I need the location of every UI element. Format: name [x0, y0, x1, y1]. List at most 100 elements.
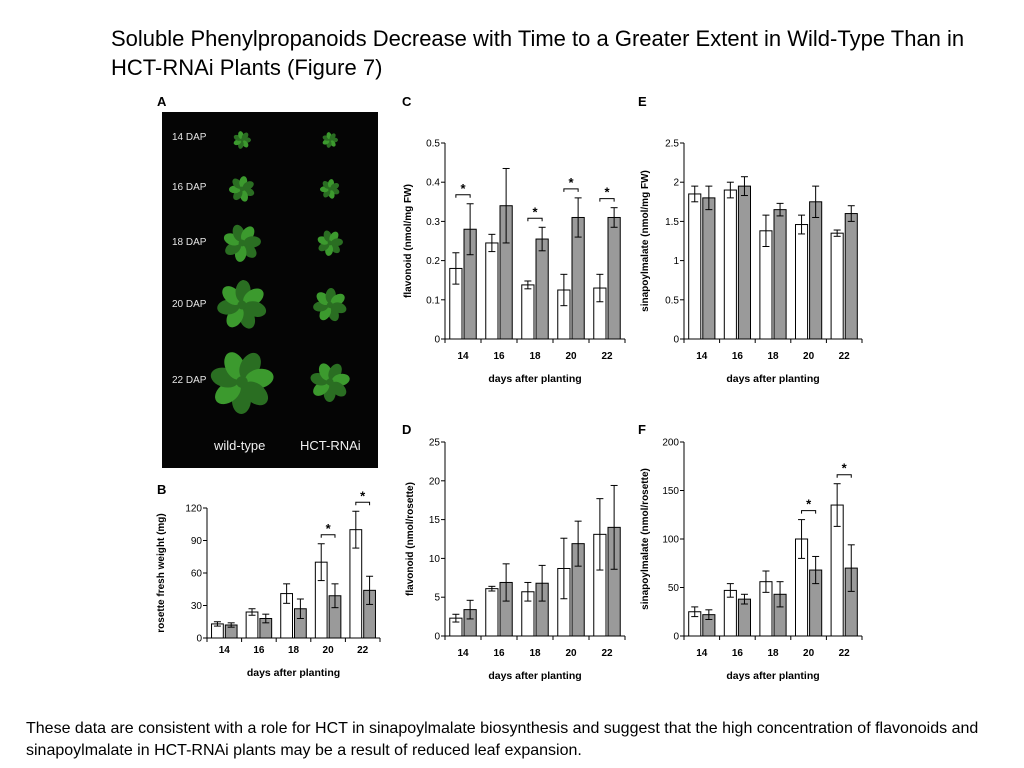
category-label: 16	[732, 351, 744, 362]
bar-wild-type	[688, 193, 702, 340]
y-tick-label: 0.5	[665, 295, 679, 306]
x-axis-label: days after planting	[488, 670, 581, 682]
significance-bracket	[527, 217, 543, 222]
category-label: 16	[493, 648, 505, 659]
bar-wild-type	[521, 284, 535, 340]
leaf	[329, 133, 336, 140]
y-tick-label: 25	[429, 438, 441, 449]
rosette-center	[327, 240, 333, 246]
panel-b-letter: B	[157, 482, 167, 497]
bar-hct-rnai	[702, 197, 716, 340]
y-tick-label: 10	[429, 554, 441, 565]
y-tick-label: 0	[434, 632, 440, 643]
chart-b: 0 30 60 90 120 14 16 18 20 22 * * days after plantin…	[156, 488, 381, 679]
y-tick-label: 0	[434, 335, 440, 346]
rosette-wild-type	[233, 131, 251, 149]
y-tick-label: 0	[673, 632, 679, 643]
significance-bracket	[320, 534, 336, 538]
wild-type-caption: wild-type	[214, 438, 266, 453]
y-tick-label: 2	[673, 178, 679, 189]
category-label: 18	[767, 351, 779, 362]
x-axis-label: days after planting	[488, 373, 581, 385]
panel-c-letter: C	[402, 94, 412, 109]
category-label: 14	[457, 351, 469, 362]
category-label: 14	[457, 648, 469, 659]
rosette-hct-rnai	[322, 132, 338, 148]
panel-d-letter: D	[402, 422, 412, 437]
hct-rnai-caption: HCT-RNAi	[300, 438, 361, 453]
leaf	[331, 238, 343, 247]
leaf	[331, 302, 347, 314]
category-label: 14	[219, 645, 231, 656]
y-tick-label: 2.5	[665, 139, 679, 150]
leaf	[318, 242, 330, 252]
y-tick-label: 15	[429, 515, 441, 526]
category-label: 16	[253, 645, 265, 656]
category-label: 18	[767, 648, 779, 659]
leaf	[244, 301, 267, 317]
category-label: 20	[565, 351, 577, 362]
category-label: 18	[529, 648, 541, 659]
category-label: 16	[732, 648, 744, 659]
category-label: 16	[493, 351, 505, 362]
category-label: 20	[803, 351, 815, 362]
bar-wild-type	[485, 588, 499, 637]
y-axis-label: sinapoylmalate (nmol/mg FW)	[640, 170, 651, 312]
chart-e: 0 0.5 1 1.5 2 2.5 14 16 18 20 22 days after plantin…	[640, 139, 863, 385]
significance-bracket	[801, 510, 817, 514]
y-tick-label: 0.5	[426, 139, 440, 150]
category-label: 22	[839, 648, 851, 659]
rosette-wild-type	[217, 280, 267, 329]
rosette-images	[210, 131, 350, 414]
rosette-center	[328, 187, 332, 191]
significance-star: *	[532, 204, 538, 219]
y-tick-label: 100	[662, 535, 679, 546]
significance-star: *	[842, 461, 848, 476]
leaf	[243, 288, 264, 307]
bar-wild-type	[485, 242, 499, 340]
rosette-wild-type	[223, 224, 261, 262]
leaf	[215, 381, 241, 405]
y-tick-label: 90	[191, 536, 203, 547]
bar-hct-rnai	[809, 201, 823, 340]
bar-wild-type	[759, 230, 773, 340]
bar-hct-rnai	[607, 216, 621, 340]
rosette-center	[240, 138, 244, 142]
bar-wild-type	[723, 189, 737, 340]
rosette-center	[238, 239, 246, 247]
rosette-hct-rnai	[310, 363, 350, 402]
bar-hct-rnai	[737, 598, 752, 637]
y-tick-label: 5	[434, 593, 440, 604]
chart-c: 0 0.1 0.2 0.3 0.4 0.5 14 16 18 20 22 * * * * days after…	[403, 139, 626, 385]
y-tick-label: 1.5	[665, 217, 679, 228]
leaf	[313, 381, 330, 396]
y-tick-label: 200	[662, 438, 679, 449]
significance-star: *	[806, 497, 812, 512]
bar-hct-rnai	[844, 213, 858, 340]
leaf	[241, 132, 249, 140]
category-label: 18	[529, 351, 541, 362]
significance-star: *	[604, 185, 610, 200]
significance-bracket	[836, 474, 852, 478]
photo-row-label: 22 DAP	[172, 375, 207, 386]
rosette-center	[326, 378, 334, 386]
significance-star: *	[460, 181, 466, 196]
category-label: 22	[839, 351, 851, 362]
category-label: 22	[357, 645, 369, 656]
plant-photo: 14 DAP 16 DAP 18 DAP 20 DAP 22 DAP wild-…	[162, 112, 378, 468]
y-axis-label: sinapoylmalate (nmol/rosette)	[640, 468, 651, 610]
leaf	[243, 236, 261, 248]
category-label: 18	[288, 645, 300, 656]
significance-star: *	[326, 521, 332, 536]
leaf	[330, 182, 340, 190]
bar-hct-rnai	[535, 238, 549, 340]
significance-bracket	[563, 188, 579, 192]
leaf	[242, 181, 254, 191]
rosette-hct-rnai	[313, 288, 347, 322]
y-tick-label: 50	[668, 583, 680, 594]
category-label: 22	[601, 648, 613, 659]
y-tick-label: 1	[673, 256, 679, 267]
category-label: 20	[803, 648, 815, 659]
y-tick-label: 0	[673, 335, 679, 346]
y-tick-label: 0.4	[426, 178, 440, 189]
